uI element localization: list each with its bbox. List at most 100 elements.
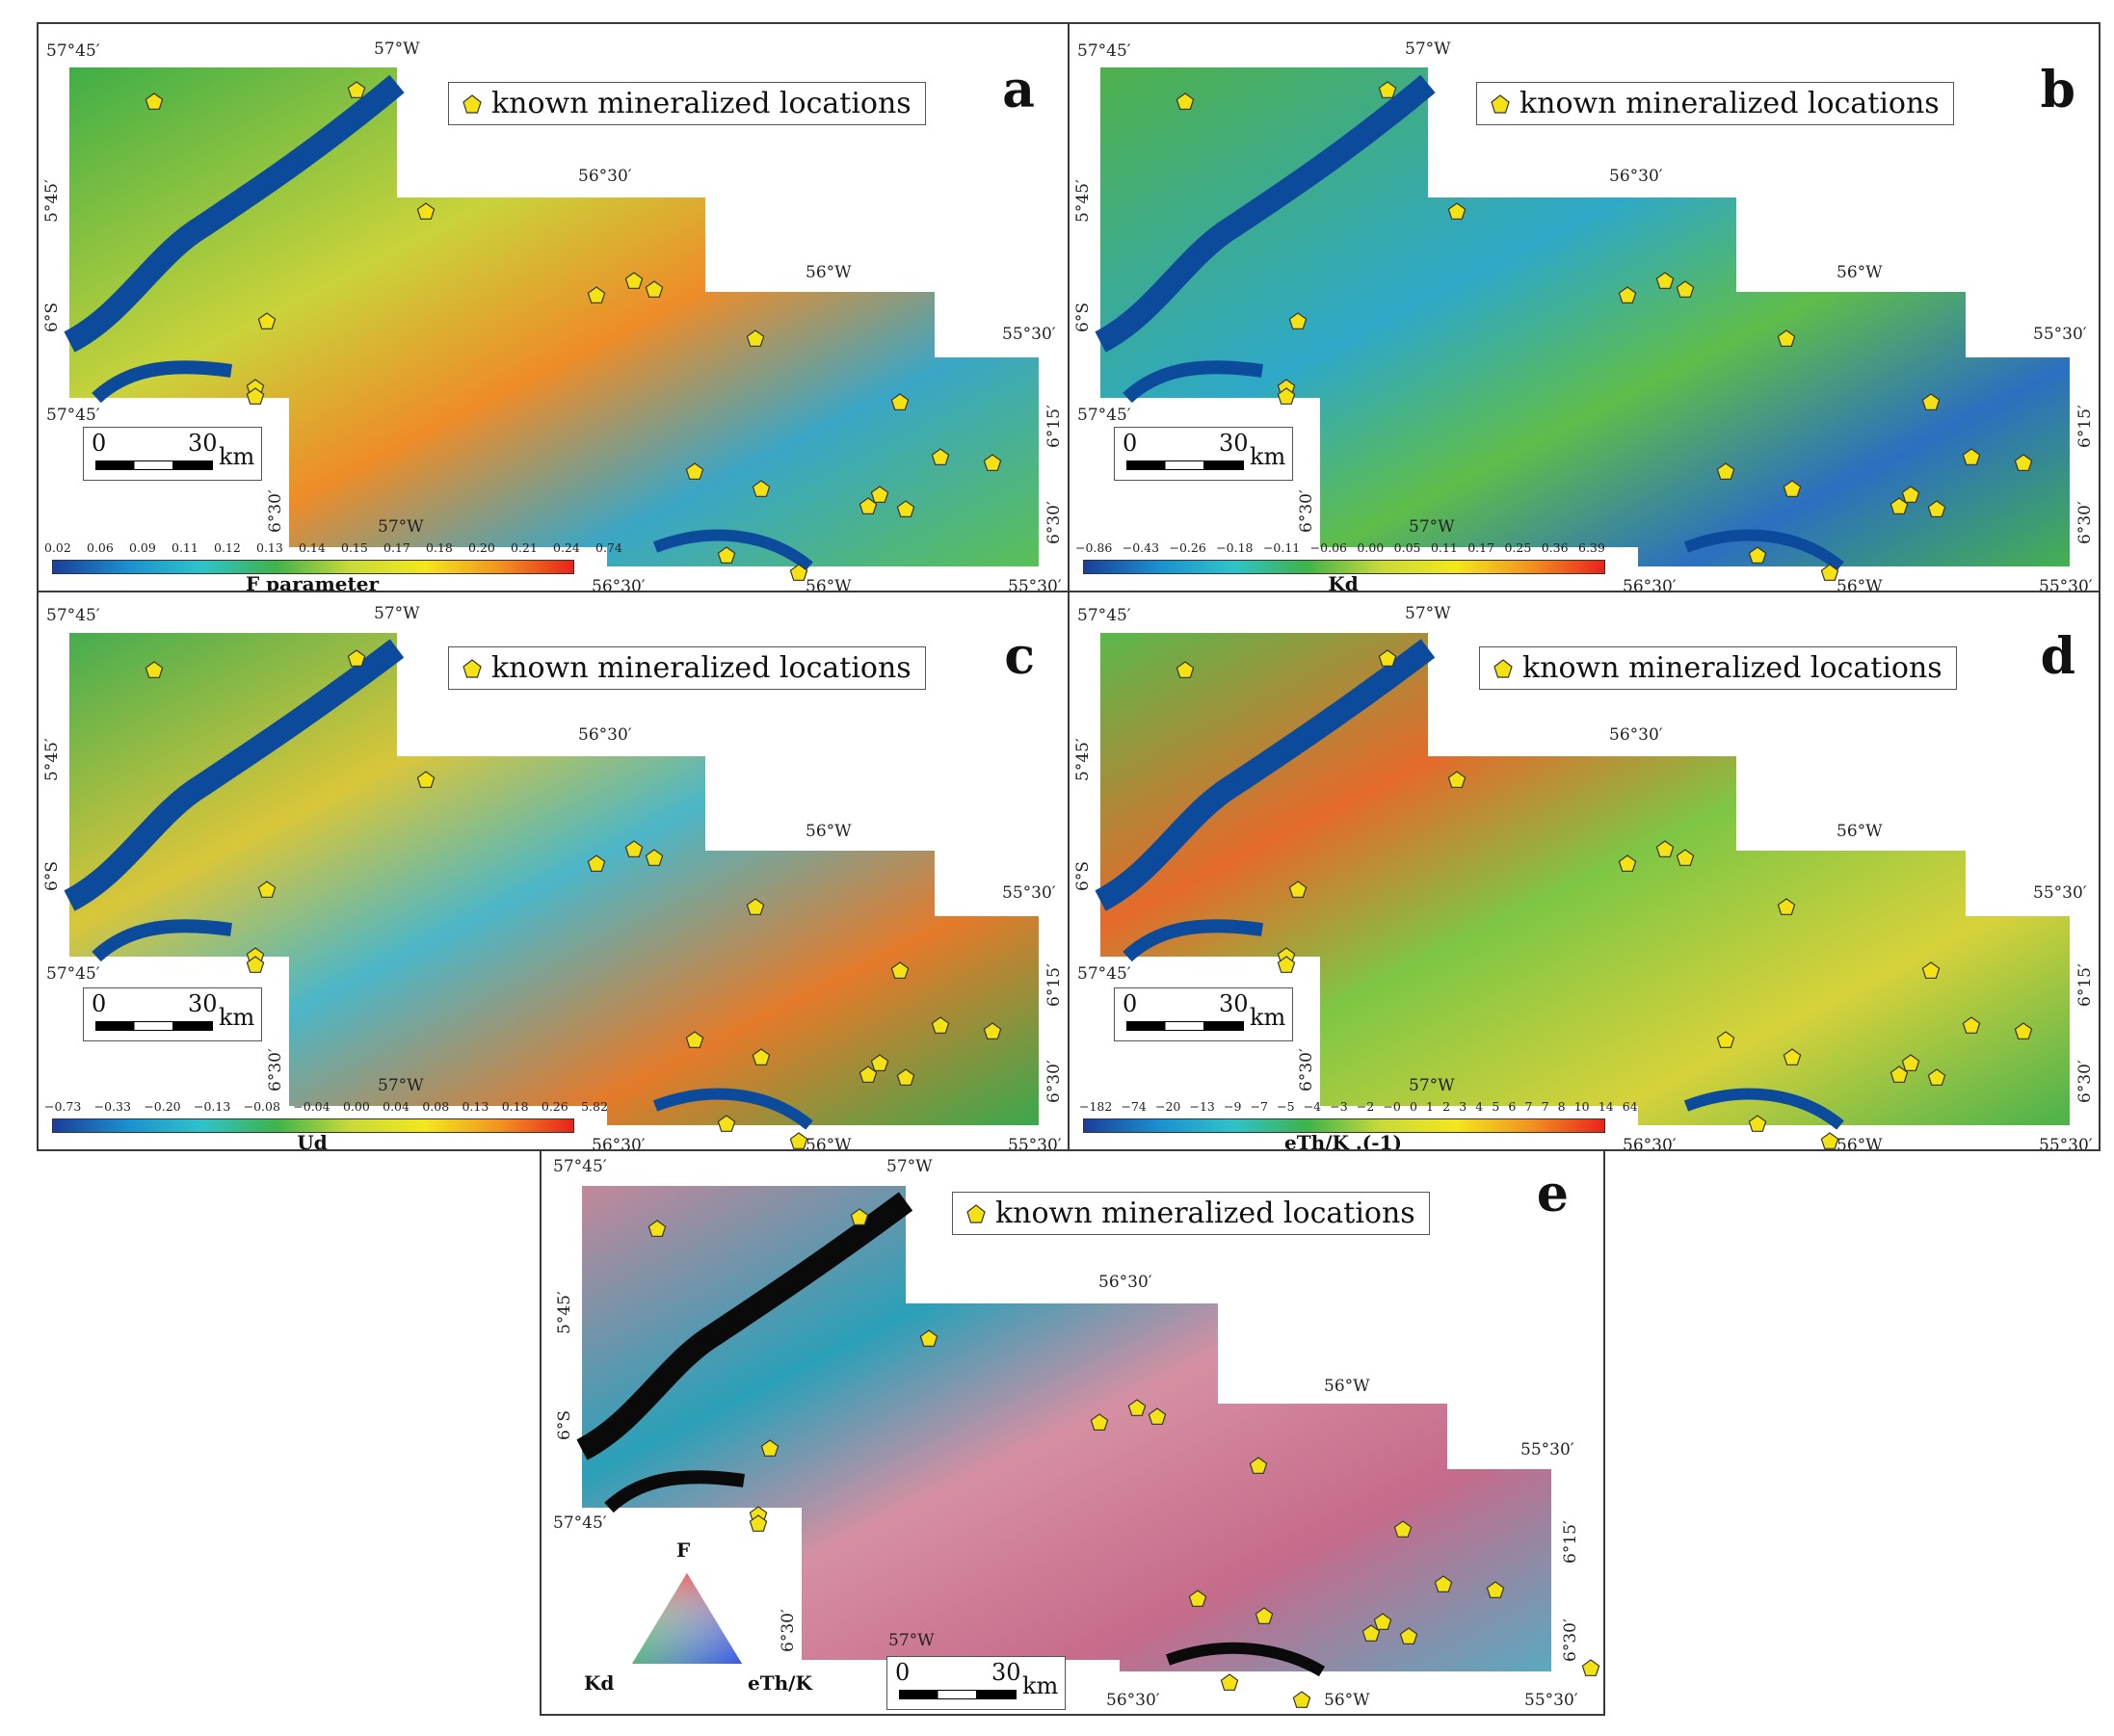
mineralized-location-marker (1188, 1590, 1207, 1607)
mineralized-location-marker (145, 92, 164, 110)
mineralized-location-marker (1373, 1613, 1392, 1630)
mineralized-location-marker (1927, 500, 1946, 517)
colorbar-ticks-c: −0.73 −0.33 −0.20 −0.13 −0.08 −0.04 0.00 0.04 0.… (44, 1099, 608, 1114)
ternary-legend (632, 1573, 742, 1664)
ternary-label-left: Kd (584, 1671, 615, 1695)
mineralized-location-marker (1277, 956, 1296, 973)
map-a (64, 67, 1039, 581)
coord-bot-57w-b: 57°W (1409, 517, 1455, 537)
mineralized-location-marker (1748, 546, 1767, 564)
river-e (576, 1192, 913, 1460)
panel-d: d known mineralized locations 57°45′ 57°… (1068, 591, 2101, 1151)
mineralized-location-marker (859, 497, 878, 514)
scale-end-d: 30 (1219, 990, 1249, 1017)
mineralized-location-marker (587, 855, 606, 872)
scale-bar-e: 0 30 km (886, 1656, 1066, 1710)
scale-unit-e: km (1022, 1672, 1059, 1699)
legend-text-e: known mineralized locations (995, 1197, 1415, 1230)
scale-bar-c: 0 30 km (83, 987, 262, 1041)
coord-bot-5745-c: 57°45′ (46, 964, 100, 984)
panel-label-a: a (1002, 61, 1035, 119)
coord-top-56w-d: 56°W (1837, 822, 1883, 841)
scale-start-e: 0 (895, 1659, 911, 1686)
pentagon-marker-icon (966, 1203, 986, 1223)
coord-bot-5745-e: 57°45′ (553, 1513, 607, 1533)
mineralized-location-marker (1901, 486, 1920, 503)
scale-end-b: 30 (1219, 430, 1249, 457)
mineralized-location-marker (1889, 497, 1909, 514)
map-e (576, 1186, 1600, 1708)
colorbar-c (52, 1118, 574, 1133)
mineralized-location-marker (1676, 849, 1695, 866)
coord-bot-57w-a: 57°W (378, 517, 424, 537)
coord-top-5530-d: 55°30′ (2033, 883, 2087, 903)
mineralized-location-marker (1921, 961, 1941, 979)
mineralized-location-marker (983, 454, 1002, 471)
river-c (64, 639, 405, 911)
coord-bot-5745-a: 57°45′ (46, 406, 100, 425)
mineralized-location-marker (1618, 286, 1637, 303)
mineralized-location-marker (983, 1022, 1002, 1039)
panel-label-d: d (2040, 627, 2075, 686)
coord-bot-57w-e: 57°W (888, 1631, 935, 1650)
mineralized-location-marker (789, 1132, 808, 1149)
mineralized-location-marker (1176, 92, 1195, 110)
legend-b: known mineralized locations (1476, 82, 1954, 125)
coord-left-630-a: 6°30′ (266, 489, 285, 533)
coord-left-545-b: 5°45′ (1073, 179, 1093, 223)
colorbar-b (1083, 560, 1605, 574)
scale-ruler-d (1126, 1021, 1244, 1031)
mineralized-location-marker (1393, 1520, 1413, 1538)
legend-text-b: known mineralized locations (1519, 87, 1940, 120)
coord-right-615-b: 6°15′ (2075, 405, 2095, 448)
coord-bot-5745-b: 57°45′ (1077, 406, 1131, 425)
mineralized-location-marker (931, 1016, 950, 1034)
mineralized-location-marker (896, 1068, 915, 1086)
mineralized-location-marker (1288, 881, 1308, 898)
coord-bot-5530-d: 55°30′ (2039, 1136, 2093, 1151)
mineralized-location-marker (645, 280, 664, 298)
coord-left-630-c: 6°30′ (266, 1048, 285, 1092)
coord-top-57w-a: 57°W (374, 39, 420, 59)
coord-left-6s-c: 6°S (42, 861, 62, 891)
coord-left-6s-b: 6°S (1073, 302, 1093, 332)
coord-top-5745-d: 57°45′ (1077, 606, 1131, 625)
coord-bot-57w-d: 57°W (1409, 1076, 1455, 1095)
mineralized-location-marker (416, 771, 436, 788)
coord-top-56w-a: 56°W (806, 263, 852, 282)
mineralized-location-marker (1378, 649, 1397, 667)
mineralized-location-marker (1748, 1115, 1767, 1132)
colorbar-ticks-d: −182 −74 −20 −13 −9 −7 −5 −4 −3 −2 −0 0 1 2 3 4 5 6 7 7 8 10 1… (1079, 1099, 1638, 1114)
mineralized-location-marker (1783, 480, 1802, 497)
coord-left-6s-e: 6°S (555, 1410, 574, 1440)
mineralized-location-marker (1176, 661, 1195, 678)
mineralized-location-marker (919, 1329, 938, 1347)
coord-top-5530-a: 55°30′ (1002, 325, 1056, 344)
mineralized-location-marker (1220, 1673, 1239, 1691)
mineralized-location-marker (1434, 1575, 1453, 1592)
colorbar-title-b: Kd (1328, 572, 1359, 592)
coord-top-5745-b: 57°45′ (1077, 41, 1131, 61)
coord-right-615-a: 6°15′ (1044, 405, 1064, 448)
coord-bot-5630-c: 56°30′ (592, 1136, 646, 1151)
coord-right-630-c: 6°30′ (1044, 1060, 1064, 1103)
legend-text-d: known mineralized locations (1522, 651, 1942, 685)
river-a (64, 74, 405, 353)
mineralized-location-marker (685, 1031, 704, 1048)
coord-top-5630-a: 56°30′ (578, 167, 632, 186)
mineralized-location-marker (647, 1220, 667, 1237)
river-d (1095, 639, 1436, 911)
coord-top-5630-e: 56°30′ (1098, 1273, 1152, 1292)
mineralized-location-marker (746, 898, 765, 915)
mineralized-location-marker (1486, 1581, 1505, 1598)
mineralized-location-marker (1361, 1624, 1381, 1642)
mineralized-location-marker (752, 480, 771, 497)
legend-e: known mineralized locations (952, 1192, 1430, 1235)
map-area-c (69, 633, 1039, 1125)
mineralized-location-marker (890, 961, 910, 979)
mineralized-location-marker (246, 387, 265, 405)
mineralized-location-marker (749, 1514, 768, 1532)
coord-right-630-a: 6°30′ (1044, 501, 1064, 544)
mineralized-location-marker (1716, 462, 1735, 480)
scale-start-d: 0 (1123, 990, 1138, 1017)
